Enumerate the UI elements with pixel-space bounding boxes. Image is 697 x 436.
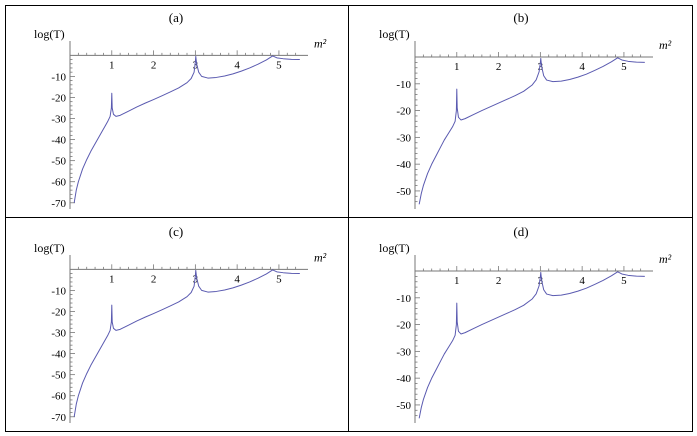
x-tick-label: 4 — [234, 59, 240, 71]
x-axis-label: m² — [659, 38, 672, 52]
y-tick-label: -60 — [51, 177, 66, 189]
series-line — [73, 269, 300, 417]
panel-label: (b) — [513, 10, 528, 25]
x-tick-label: 1 — [109, 59, 115, 71]
panel-label: (a) — [169, 10, 183, 25]
y-tick-label: -10 — [396, 293, 411, 305]
x-tick-label: 4 — [579, 275, 585, 287]
series-line — [418, 57, 645, 205]
y-tick-label: -10 — [51, 71, 66, 83]
y-tick-label: -30 — [51, 114, 66, 126]
x-axis-label: m² — [314, 36, 327, 50]
x-tick-label: 2 — [496, 275, 502, 287]
x-tick-label: 1 — [454, 275, 460, 287]
x-tick-label: 1 — [454, 61, 460, 73]
y-tick-label: -50 — [396, 400, 411, 412]
x-tick-label: 2 — [151, 59, 157, 71]
chart-panel-c: (c) log(T) m² 1 2 3 4 5 -10 -20 -30 -40 -50 -60 -70 — [34, 224, 327, 424]
y-tick-label: -50 — [51, 156, 66, 168]
x-tick-label: 1 — [109, 273, 115, 285]
y-tick-label: -10 — [396, 79, 411, 91]
y-tick-label: -20 — [51, 306, 66, 318]
x-tick-label: 5 — [621, 275, 627, 287]
y-tick-label: -40 — [51, 135, 66, 147]
x-tick-label: 3 — [193, 273, 199, 285]
x-tick-label: 5 — [276, 273, 282, 285]
panel-label: (d) — [513, 224, 528, 239]
y-tick-label: -10 — [51, 285, 66, 297]
y-tick-label: -50 — [51, 370, 66, 382]
y-tick-label: -70 — [51, 198, 66, 210]
chart-panel-d: (d) log(T) m² 1 2 3 4 5 -10 -20 -30 -40 -50 — [379, 224, 672, 423]
x-tick-label: 2 — [496, 61, 502, 73]
x-tick-label: 5 — [276, 59, 282, 71]
chart-panel-a: (a) log(T) m² 1 2 3 4 5 -10 -20 -30 -40 -50 -60 -70 — [34, 10, 327, 210]
x-axis-label: m² — [659, 252, 672, 266]
y-tick-label: -70 — [51, 412, 66, 424]
y-axis-label: log(T) — [379, 241, 410, 255]
y-tick-label: -40 — [51, 349, 66, 361]
x-tick-label: 3 — [193, 59, 199, 71]
x-tick-label: 4 — [579, 61, 585, 73]
y-tick-label: -20 — [51, 92, 66, 104]
y-tick-label: -30 — [51, 328, 66, 340]
y-tick-label: -50 — [396, 186, 411, 198]
x-tick-label: 4 — [234, 273, 240, 285]
y-tick-label: -40 — [396, 373, 411, 385]
y-axis-label: log(T) — [34, 241, 65, 255]
series-line — [418, 271, 645, 419]
panel-divider-vertical — [348, 4, 349, 432]
y-axis-label: log(T) — [34, 27, 65, 41]
y-tick-label: -20 — [396, 320, 411, 332]
series-line — [73, 55, 300, 203]
panel-divider-horizontal — [4, 217, 693, 218]
y-tick-label: -30 — [396, 132, 411, 144]
x-tick-label: 3 — [538, 275, 544, 287]
x-tick-label: 3 — [538, 61, 544, 73]
y-tick-label: -20 — [396, 106, 411, 118]
panel-label: (c) — [169, 224, 183, 239]
chart-panel-b: (b) log(T) m² 1 2 3 4 5 -10 -20 -30 -40 -50 — [379, 10, 672, 209]
x-tick-label: 5 — [621, 61, 627, 73]
x-axis-label: m² — [314, 250, 327, 264]
y-tick-label: -40 — [396, 159, 411, 171]
y-axis-label: log(T) — [379, 27, 410, 41]
y-tick-label: -30 — [396, 346, 411, 358]
y-tick-label: -60 — [51, 391, 66, 403]
x-tick-label: 2 — [151, 273, 157, 285]
